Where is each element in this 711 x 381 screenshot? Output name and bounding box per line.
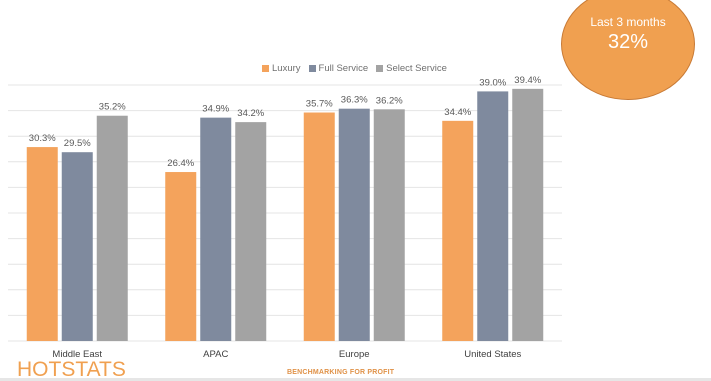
- legend-swatch-full-service: [308, 65, 316, 72]
- legend-swatch-luxury: [262, 65, 269, 72]
- bar-value-label: 36.2%: [376, 95, 403, 106]
- footer-tagline: BENCHMARKING FOR PROFIT: [287, 369, 395, 376]
- category-label: United States: [464, 349, 521, 360]
- bar: [303, 112, 335, 342]
- bar: [477, 91, 509, 342]
- bar-value-label: 34.9%: [202, 104, 229, 115]
- category-label: Middle East: [52, 349, 102, 360]
- period-badge-value: 32%: [607, 31, 649, 53]
- bar-value-label: 35.7%: [306, 99, 333, 110]
- bottom-divider: [0, 378, 711, 381]
- bar-value-label: 34.4%: [444, 107, 471, 118]
- bar: [235, 122, 267, 342]
- legend-label-full-service: Full Service: [318, 63, 369, 74]
- hotstats-logo: HOTSTATS: [17, 358, 126, 381]
- bars: [26, 88, 544, 342]
- bar-value-label: 35.2%: [99, 102, 126, 113]
- legend-label-select-service: Select Service: [386, 63, 447, 74]
- category-label: Europe: [339, 349, 370, 360]
- legend-label-luxury: Luxury: [272, 63, 301, 74]
- legend: Luxury Full Service Select Service: [262, 63, 447, 74]
- legend-item-full-service: Full Service: [308, 63, 369, 74]
- bar: [200, 117, 232, 341]
- legend-item-select-service: Select Service: [376, 63, 447, 74]
- period-badge: Last 3 months 32%: [561, 0, 695, 100]
- bar-value-label: 39.0%: [479, 77, 506, 88]
- bar: [61, 152, 93, 341]
- bar: [96, 115, 128, 341]
- bar: [165, 172, 197, 341]
- bar: [26, 147, 58, 341]
- category-label: APAC: [203, 349, 228, 360]
- bar: [373, 109, 405, 341]
- bar: [442, 120, 474, 341]
- category-labels: Middle East APAC Europe United States: [52, 349, 521, 360]
- bar: [338, 108, 370, 342]
- bar-value-label: 36.3%: [341, 95, 368, 106]
- bar: [512, 88, 544, 341]
- bar-value-label: 30.3%: [29, 133, 56, 144]
- period-badge-label: Last 3 months: [590, 15, 666, 29]
- value-labels: 30.3% 29.5% 35.2% 26.4% 34.9% 34.2% 35.7% 36.3%…: [29, 75, 542, 169]
- bar-value-label: 29.5%: [64, 138, 91, 149]
- legend-swatch-select-service: [376, 65, 384, 72]
- bar-value-label: 34.2%: [237, 108, 264, 119]
- bar-value-label: 39.4%: [514, 75, 541, 86]
- bar-value-label: 26.4%: [167, 158, 194, 169]
- legend-item-luxury: Luxury: [262, 63, 301, 74]
